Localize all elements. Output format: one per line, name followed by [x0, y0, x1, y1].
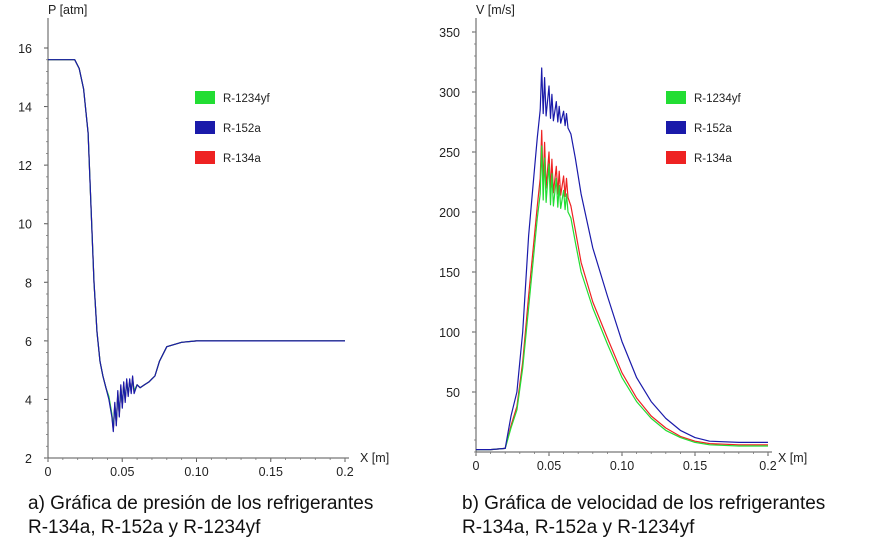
velocity-legend-swatch — [666, 151, 686, 164]
velocity-chart: 350 300 250 200 150 100 50 0 0.05 0.10 0.15 0.2 V [m… — [439, 3, 807, 473]
pressure-x-tick-label: 0.2 — [336, 465, 353, 479]
caption-velocity-line2: R-134a, R-152a y R-1234yf — [462, 517, 695, 538]
velocity-series-r-1234yf — [476, 145, 768, 451]
pressure-y-axis-label: P [atm] — [48, 3, 87, 17]
pressure-x-tick-label: 0.05 — [110, 465, 134, 479]
pressure-y-tick-label: 14 — [18, 101, 32, 115]
velocity-y-axis-label: V [m/s] — [476, 3, 515, 17]
pressure-x-tick-label: 0.15 — [259, 465, 283, 479]
pressure-legend-label: R-1234yf — [223, 93, 270, 105]
pressure-legend-swatch — [195, 151, 215, 164]
velocity-y-tick-label: 100 — [439, 326, 460, 340]
velocity-x-tick-label: 0.10 — [610, 459, 634, 473]
caption-pressure-line1: a) Gráfica de presión de los refrigerant… — [28, 493, 374, 514]
pressure-legend-swatch — [195, 91, 215, 104]
velocity-y-tick-label: 250 — [439, 146, 460, 160]
velocity-legend-label: R-134a — [694, 153, 732, 165]
velocity-legend-swatch — [666, 91, 686, 104]
velocity-legend-swatch — [666, 121, 686, 134]
velocity-y-tick-label: 50 — [446, 386, 460, 400]
caption-velocity: b) Gráfica de velocidad de los refrigera… — [462, 492, 825, 540]
velocity-y-tick-label: 300 — [439, 86, 460, 100]
velocity-x-tick-label: 0 — [473, 459, 480, 473]
pressure-y-tick-label: 2 — [25, 452, 32, 466]
pressure-chart: 16 14 12 10 8 6 4 20 0.05 0.10 0.15 0.2 P [atm] X [m]… — [18, 3, 389, 479]
pressure-legend-label: R-152a — [223, 123, 261, 135]
caption-pressure: a) Gráfica de presión de los refrigerant… — [28, 492, 373, 540]
velocity-x-tick-label: 0.15 — [683, 459, 707, 473]
velocity-y-tick-label: 350 — [439, 26, 460, 40]
pressure-series-r-152a — [48, 59, 345, 433]
caption-pressure-line2: R-134a, R-152a y R-1234yf — [28, 517, 261, 538]
velocity-x-tick-label: 0.05 — [537, 459, 561, 473]
caption-velocity-line1: b) Gráfica de velocidad de los refrigera… — [462, 493, 826, 514]
pressure-legend-swatch — [195, 121, 215, 134]
pressure-y-tick-label: 6 — [25, 335, 32, 349]
velocity-y-tick-label: 150 — [439, 266, 460, 280]
pressure-y-tick-label: 8 — [25, 276, 32, 290]
velocity-x-axis-label: X [m] — [778, 451, 807, 465]
pressure-x-axis-label: X [m] — [360, 451, 389, 465]
pressure-y-tick-label: 12 — [18, 159, 32, 173]
velocity-x-tick-label: 0.2 — [759, 459, 776, 473]
pressure-y-tick-label: 10 — [18, 218, 32, 232]
pressure-y-tick-label: 4 — [25, 393, 32, 407]
pressure-x-tick-label: 0 — [45, 465, 52, 479]
velocity-legend-label: R-152a — [694, 123, 732, 135]
pressure-y-tick-label: 16 — [18, 42, 32, 56]
pressure-legend-label: R-134a — [223, 153, 261, 165]
velocity-series-r-152a — [476, 67, 768, 451]
velocity-legend-label: R-1234yf — [694, 93, 741, 105]
velocity-y-tick-label: 200 — [439, 206, 460, 220]
velocity-series-r-134a — [476, 129, 768, 451]
pressure-x-tick-label: 0.10 — [184, 465, 208, 479]
